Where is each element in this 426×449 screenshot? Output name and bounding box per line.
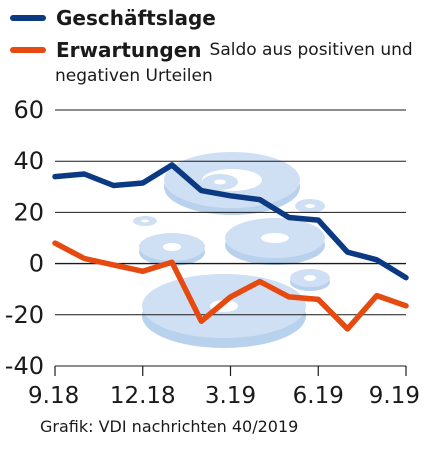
washer-tiny-left-hole bbox=[141, 219, 149, 223]
washer-tiny-center-hole bbox=[214, 179, 226, 185]
legend-note-line-2: negativen Urteilen bbox=[55, 66, 213, 86]
source-credit: Grafik: VDI nachrichten 40/2019 bbox=[40, 417, 299, 436]
legend-swatch-erwartungen bbox=[10, 47, 46, 53]
x-tick-label: 12.18 bbox=[110, 383, 176, 409]
series-line-geschaeftslage bbox=[52, 162, 409, 281]
y-tick-label: -40 bbox=[5, 352, 44, 380]
y-tick-label: 60 bbox=[13, 96, 44, 124]
washer-mid-left-hole bbox=[163, 243, 181, 251]
washer-mid-right-hole bbox=[261, 233, 289, 243]
washer-small-right-hole bbox=[304, 275, 316, 281]
x-tick-label: 6.19 bbox=[293, 383, 344, 409]
legend-label-geschaeftslage: Geschäftslage bbox=[56, 6, 216, 30]
x-tick-label: 9.18 bbox=[28, 383, 79, 409]
washer-tiny-right-hole bbox=[305, 204, 315, 208]
legend-label-erwartungen: Erwartungen bbox=[56, 38, 202, 62]
y-tick-label: 40 bbox=[13, 147, 44, 175]
series-lines bbox=[52, 162, 409, 332]
y-tick-label: -20 bbox=[5, 301, 44, 329]
y-axis-ticks: 60 40 20 0 -20 -40 bbox=[5, 96, 44, 380]
legend-item-erwartungen: Erwartungen Saldo aus positiven und bbox=[10, 38, 413, 62]
x-tick-label: 3.19 bbox=[205, 383, 256, 409]
x-axis-ticks: 9.18 12.18 3.19 6.19 9.19 bbox=[28, 366, 420, 409]
x-tick-label: 9.19 bbox=[369, 383, 420, 409]
legend-swatch-geschaeftslage bbox=[10, 15, 46, 21]
legend-note-line-1: Saldo aus positiven und bbox=[209, 40, 413, 60]
decorative-washers bbox=[133, 152, 330, 348]
y-tick-label: 20 bbox=[13, 198, 44, 226]
series-line-erwartungen bbox=[52, 240, 409, 332]
y-tick-label: 0 bbox=[29, 250, 44, 278]
legend-item-geschaeftslage: Geschäftslage bbox=[10, 6, 216, 30]
